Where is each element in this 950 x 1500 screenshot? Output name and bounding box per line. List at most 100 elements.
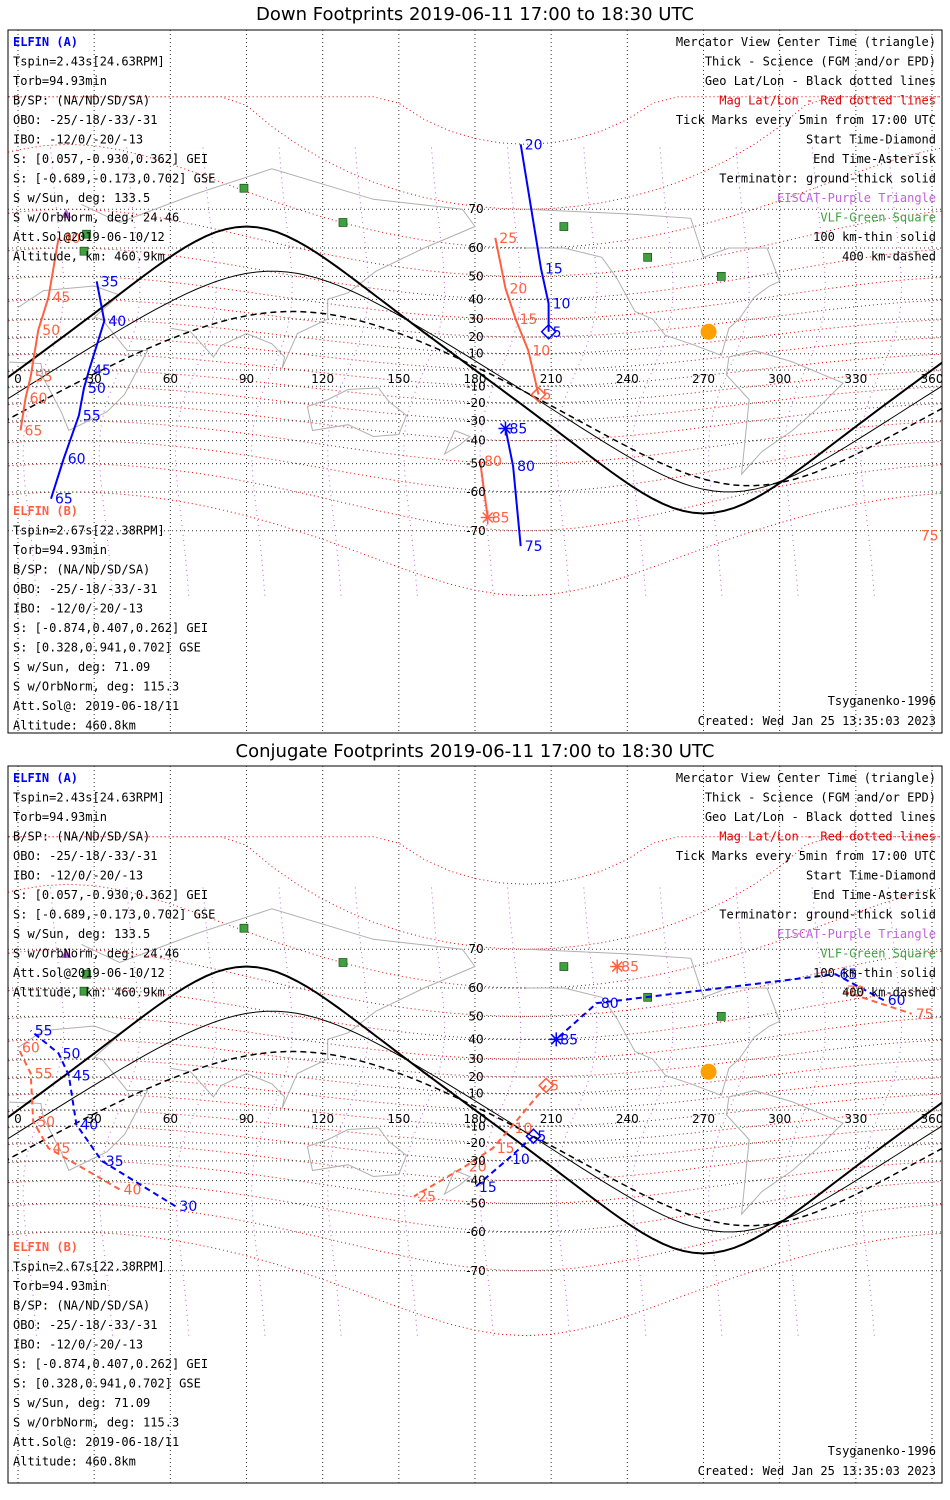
- elfin-b-info-line: B/SP: (NA/ND/SD/SA): [13, 1299, 150, 1313]
- tick-label: 40: [63, 231, 81, 247]
- vlf-station-marker: [643, 252, 652, 262]
- vlf-station-marker: [559, 222, 569, 231]
- elfin-b-info-line: Att.Sol@: 2019-06-18/11: [13, 1435, 179, 1449]
- elfin-a-info-line: Tspin=2.43s[24.63RPM]: [13, 55, 165, 69]
- y-tick-label: 20: [468, 1070, 483, 1084]
- footprint-track: [842, 990, 913, 1015]
- legend-entry: Start Time-Diamond: [806, 133, 936, 147]
- x-tick-label: 60: [163, 372, 178, 386]
- y-tick-label: -30: [466, 1154, 486, 1168]
- coastline: [81, 168, 476, 369]
- subsolar-point-marker: [700, 323, 717, 340]
- y-tick-label: -40: [466, 434, 486, 448]
- elfin-a-info-line: Tspin=2.43s[24.63RPM]: [13, 791, 165, 805]
- tick-label: 5: [550, 1078, 559, 1094]
- tick-label: 15: [520, 312, 538, 328]
- footprint-track: [474, 1135, 535, 1188]
- vlf-station-marker: [79, 246, 89, 256]
- tick-label: 60: [22, 1041, 40, 1057]
- legend-entry: Start Time-Diamond: [806, 869, 936, 883]
- end-asterisk: [549, 1032, 564, 1047]
- elfin-a-info-line: S: [-0.689,-0.173,0.702] GSE: [13, 172, 215, 186]
- vlf-station-marker: [79, 986, 89, 996]
- mag-lat-line: [8, 463, 942, 532]
- start-diamond: [525, 1128, 542, 1145]
- elfin-a-info-line: Altitude, km: 460.9km: [13, 986, 165, 1000]
- elfin-b-info-line: S w/Sun, deg: 71.09: [13, 1396, 150, 1410]
- elfin-a-info-line: S w/Sun, deg: 133.5: [13, 927, 150, 941]
- elfin-b-info-line: S: [-0.874,0.407,0.262] GEI: [13, 621, 208, 635]
- mag-lat-line: [8, 1038, 942, 1078]
- elfin-b-info-line: OBO: -25/-18/-33/-31: [13, 1318, 158, 1332]
- elfin-a-header: ELFIN (A): [13, 771, 78, 785]
- tick-label: 65: [55, 492, 73, 508]
- tick-label: 35: [106, 1154, 124, 1170]
- start-diamond: [540, 323, 557, 340]
- coastline: [525, 948, 781, 1097]
- elfin-a-info-line: S w/OrbNorm, deg: 24.46: [13, 947, 179, 961]
- coastline: [306, 387, 408, 438]
- tick-label: 45: [93, 363, 111, 379]
- x-tick-label: 270: [692, 372, 715, 386]
- y-tick-label: -10: [466, 1119, 486, 1133]
- legend-entry: Mag Lat/Lon - Red dotted lines: [719, 94, 936, 108]
- tick-label: 75: [525, 539, 543, 555]
- tick-label: 15: [545, 262, 563, 278]
- mag-lon-line: [327, 884, 369, 1336]
- legend-entry: Mag Lat/Lon - Red dotted lines: [719, 830, 936, 844]
- y-tick-label: -60: [466, 485, 486, 499]
- tick-label: 65: [840, 967, 858, 983]
- tick-label: 55: [35, 1067, 53, 1083]
- legend-entry: Terminator: ground-thick solid: [719, 172, 936, 186]
- elfin-a-info-line: Torb=94.93min: [13, 810, 107, 824]
- elfin-b-info-line: S w/OrbNorm, deg: 115.3: [13, 1416, 179, 1430]
- footprint-track: [413, 1084, 547, 1198]
- tick-label: 10: [553, 296, 571, 312]
- model-label: Tsyganenko-1996: [828, 1444, 936, 1458]
- footprint-track: [50, 281, 106, 500]
- legend-entry: Terminator: ground-thick solid: [719, 908, 936, 922]
- tick-label: 45: [52, 1141, 70, 1157]
- y-tick-label: -10: [466, 379, 486, 393]
- mag-lon-line: [479, 884, 522, 1336]
- tick-label: 85: [621, 960, 639, 976]
- mag-lon-line: [860, 884, 903, 1336]
- x-tick-label: 150: [387, 372, 410, 386]
- panel-2-title: Conjugate Footprints 2019-06-11 17:00 to…: [235, 741, 715, 762]
- tick-label: 65: [25, 423, 43, 439]
- mag-lat-line: [8, 353, 942, 387]
- elfin-b-info-line: Tspin=2.67s[22.38RPM]: [13, 1260, 165, 1274]
- mag-lat-line: [8, 369, 942, 404]
- tick-label: 40: [108, 314, 126, 330]
- mag-lon-line: [327, 144, 369, 596]
- mag-lat-line: [8, 318, 942, 355]
- legend-entry: EISCAT-Purple Triangle: [777, 191, 936, 205]
- coastline: [725, 349, 844, 476]
- coastline: [443, 1170, 471, 1196]
- y-tick-label: 30: [468, 1052, 483, 1066]
- terminator-100km: [8, 1010, 942, 1233]
- terminator-ground: [8, 225, 942, 515]
- coastline: [8, 285, 149, 432]
- mag-lat-line: [8, 1093, 942, 1127]
- model-label: Tsyganenko-1996: [828, 694, 936, 708]
- y-tick-label: -20: [466, 396, 486, 410]
- tick-label: 10: [532, 343, 550, 359]
- mag-lat-line: [8, 1180, 942, 1233]
- tick-label: 60: [888, 993, 906, 1009]
- elfin-a-info-line: Altitude, km: 460.9km: [13, 250, 165, 264]
- panel-1-title: Down Footprints 2019-06-11 17:00 to 18:3…: [256, 4, 694, 25]
- y-tick-label: 60: [468, 981, 483, 995]
- coastline: [81, 908, 476, 1109]
- elfin-a-info-line: S: [0.057,-0.930,0.362] GEI: [13, 888, 208, 902]
- mag-lon-line: [631, 884, 674, 1336]
- tick-label: 15: [497, 1141, 515, 1157]
- tick-label: 60: [30, 391, 48, 407]
- mag-lon-line: [784, 884, 826, 1336]
- vlf-station-marker: [716, 1012, 726, 1021]
- tick-label: 70: [847, 984, 865, 1000]
- y-tick-label: 30: [468, 312, 483, 326]
- tick-label: 20: [525, 137, 543, 153]
- y-tick-label: 10: [468, 347, 483, 361]
- x-tick-label: 180: [464, 1112, 487, 1126]
